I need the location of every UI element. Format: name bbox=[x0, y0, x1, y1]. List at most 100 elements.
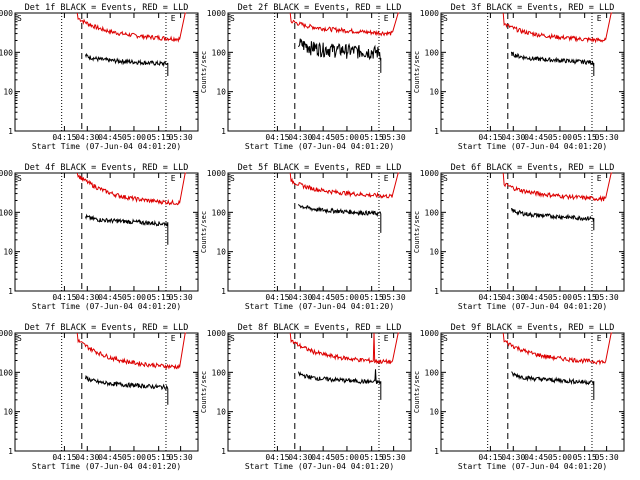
marker-e: E bbox=[171, 14, 176, 23]
marker-s: S bbox=[443, 174, 448, 183]
marker-s: S bbox=[230, 14, 235, 23]
x-tick-label: 05:00 bbox=[548, 133, 572, 142]
y-axis-label: Counts/sec bbox=[413, 371, 421, 413]
y-axis-label: Counts/sec bbox=[200, 51, 208, 93]
x-tick-label: 05:00 bbox=[122, 453, 146, 462]
y-tick-label: 1000 bbox=[420, 169, 439, 178]
x-tick-label: 05:15 bbox=[360, 133, 384, 142]
marker-s: S bbox=[230, 334, 235, 343]
y-tick-label: 1000 bbox=[420, 329, 439, 338]
plot-frame bbox=[227, 172, 412, 292]
x-tick-label: 05:15 bbox=[573, 293, 597, 302]
x-tick-label: 04:30 bbox=[75, 133, 99, 142]
x-tick-label: 05:30 bbox=[169, 293, 193, 302]
panel-title: Det 1f BLACK = Events, RED = LLD bbox=[25, 3, 189, 13]
series-events-black bbox=[84, 52, 169, 77]
marker-e: E bbox=[597, 14, 602, 23]
marker-s: S bbox=[17, 174, 22, 183]
x-tick-label: 05:30 bbox=[382, 293, 406, 302]
x-tick-label: 05:00 bbox=[335, 293, 359, 302]
marker-s: S bbox=[443, 14, 448, 23]
y-tick-label: 1000 bbox=[207, 169, 226, 178]
panel-title: Det 7f BLACK = Events, RED = LLD bbox=[25, 323, 189, 333]
y-axis-label: Counts/sec bbox=[200, 371, 208, 413]
x-axis-label: Start Time (07-Jun-04 04:01:20) bbox=[32, 142, 181, 151]
series-events-black bbox=[510, 208, 595, 231]
series-lld-red bbox=[502, 12, 613, 44]
x-tick-label: 04:45 bbox=[311, 453, 335, 462]
x-tick-label: 05:00 bbox=[548, 453, 572, 462]
plot-frame bbox=[440, 12, 625, 132]
x-tick-label: 04:15 bbox=[265, 453, 289, 462]
y-tick-label: 100 bbox=[425, 368, 440, 377]
plot-frame bbox=[227, 332, 412, 452]
x-tick-label: 04:15 bbox=[478, 453, 502, 462]
x-tick-label: 04:30 bbox=[288, 453, 312, 462]
series-lld-red bbox=[502, 172, 613, 203]
marker-e: E bbox=[597, 334, 602, 343]
x-tick-label: 05:30 bbox=[595, 293, 619, 302]
x-tick-label: 05:15 bbox=[147, 133, 171, 142]
y-tick-label: 100 bbox=[0, 368, 13, 377]
plot-frame bbox=[227, 12, 412, 132]
panel-title: Det 4f BLACK = Events, RED = LLD bbox=[25, 163, 189, 173]
series-lld-red bbox=[289, 172, 400, 199]
series-events-black bbox=[84, 213, 169, 245]
x-tick-label: 05:30 bbox=[169, 133, 193, 142]
x-axis-label: Start Time (07-Jun-04 04:01:20) bbox=[245, 302, 394, 311]
series-events-black bbox=[298, 38, 382, 73]
x-tick-label: 04:30 bbox=[501, 133, 525, 142]
x-tick-label: 04:30 bbox=[75, 453, 99, 462]
y-tick-label: 100 bbox=[212, 368, 227, 377]
y-tick-label: 100 bbox=[425, 208, 440, 217]
plot-frame bbox=[440, 172, 625, 292]
x-tick-label: 04:45 bbox=[311, 133, 335, 142]
x-tick-label: 04:15 bbox=[52, 293, 76, 302]
y-tick-label: 100 bbox=[212, 48, 227, 57]
x-tick-label: 05:30 bbox=[382, 453, 406, 462]
x-tick-label: 04:15 bbox=[265, 133, 289, 142]
y-tick-label: 1 bbox=[434, 447, 439, 456]
series-lld-red bbox=[76, 12, 187, 43]
marker-e: E bbox=[384, 334, 389, 343]
x-tick-label: 04:15 bbox=[265, 293, 289, 302]
y-tick-label: 1 bbox=[221, 287, 226, 296]
x-axis-label: Start Time (07-Jun-04 04:01:20) bbox=[458, 142, 607, 151]
y-tick-label: 10 bbox=[3, 248, 13, 257]
x-tick-label: 04:30 bbox=[501, 293, 525, 302]
x-tick-label: 04:45 bbox=[524, 133, 548, 142]
y-tick-label: 1000 bbox=[420, 9, 439, 18]
panel-title: Det 6f BLACK = Events, RED = LLD bbox=[451, 163, 615, 173]
x-tick-label: 05:15 bbox=[360, 453, 384, 462]
panel-det-3: Det 3f BLACK = Events, RED = LLD 1 10 100 10… bbox=[413, 3, 625, 151]
marker-e: E bbox=[171, 174, 176, 183]
panel-det-5: Det 5f BLACK = Events, RED = LLD 1 10 100 10… bbox=[200, 163, 412, 311]
x-tick-label: 04:15 bbox=[52, 133, 76, 142]
y-tick-label: 10 bbox=[216, 248, 226, 257]
y-tick-label: 10 bbox=[3, 88, 13, 97]
series-lld-red bbox=[76, 332, 187, 370]
series-lld-red bbox=[289, 332, 400, 365]
plot-frame bbox=[440, 332, 625, 452]
series-events-black bbox=[298, 203, 382, 233]
y-tick-label: 1000 bbox=[0, 9, 13, 18]
x-tick-label: 04:45 bbox=[98, 293, 122, 302]
x-tick-label: 04:30 bbox=[75, 293, 99, 302]
series-events-black bbox=[297, 369, 382, 400]
panel-det-1: Det 1f BLACK = Events, RED = LLD 1 10 100 10… bbox=[0, 3, 199, 151]
x-tick-label: 04:30 bbox=[288, 293, 312, 302]
marker-e: E bbox=[384, 14, 389, 23]
y-tick-label: 1 bbox=[8, 287, 13, 296]
x-tick-label: 04:45 bbox=[524, 293, 548, 302]
x-axis-label: Start Time (07-Jun-04 04:01:20) bbox=[458, 302, 607, 311]
x-tick-label: 05:15 bbox=[360, 293, 384, 302]
x-tick-label: 05:00 bbox=[335, 453, 359, 462]
x-tick-label: 04:30 bbox=[288, 133, 312, 142]
x-tick-label: 04:30 bbox=[501, 453, 525, 462]
y-tick-label: 10 bbox=[429, 408, 439, 417]
x-tick-label: 05:15 bbox=[147, 293, 171, 302]
plot-frame bbox=[14, 332, 199, 452]
marker-e: E bbox=[384, 174, 389, 183]
